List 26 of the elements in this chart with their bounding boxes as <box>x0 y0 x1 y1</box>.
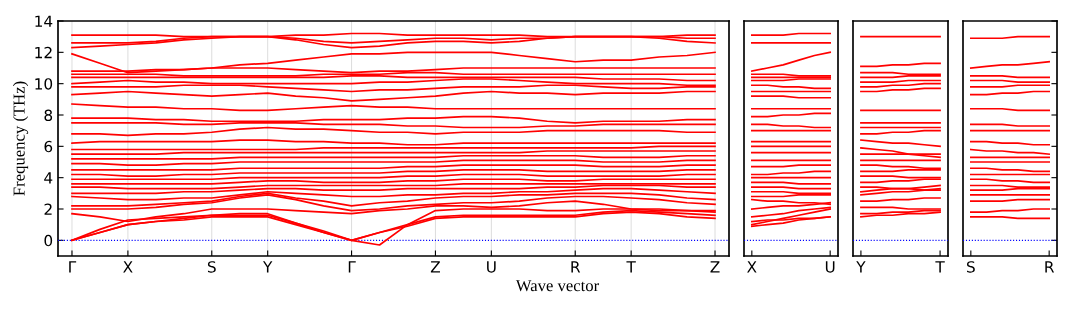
x-tick-label: R <box>571 261 581 273</box>
x-tick-label: S <box>207 261 216 273</box>
x-tick-label: Γ <box>348 261 356 273</box>
y-tick-label: 2 <box>44 203 52 215</box>
y-tick-label: 0 <box>44 234 53 247</box>
x-tick-label: T <box>626 261 636 273</box>
y-tick-label: 12 <box>35 46 52 59</box>
y-tick-label: 10 <box>35 78 53 90</box>
x-tick-label: Y <box>856 261 866 273</box>
x-axis-title: Wave vector <box>515 280 600 292</box>
x-tick-label: X <box>747 261 757 273</box>
x-tick-label: U <box>487 261 496 273</box>
x-tick-label: S <box>966 261 975 273</box>
x-tick-label: U <box>825 261 835 273</box>
y-tick-label: 6 <box>44 140 53 153</box>
y-tick-label: 8 <box>44 109 53 122</box>
x-tick-label: X <box>123 261 133 273</box>
x-tick-label: Γ <box>69 261 77 273</box>
y-tick-label: 4 <box>44 172 53 184</box>
x-tick-label: Z <box>710 261 720 273</box>
y-axis-title: Frequency (THz) <box>12 81 29 196</box>
x-tick-label: R <box>1045 261 1055 273</box>
x-tick-label: Y <box>262 261 273 273</box>
x-tick-label: T <box>935 261 945 273</box>
x-tick-label: Z <box>430 261 440 273</box>
y-tick-label: 14 <box>35 15 53 27</box>
